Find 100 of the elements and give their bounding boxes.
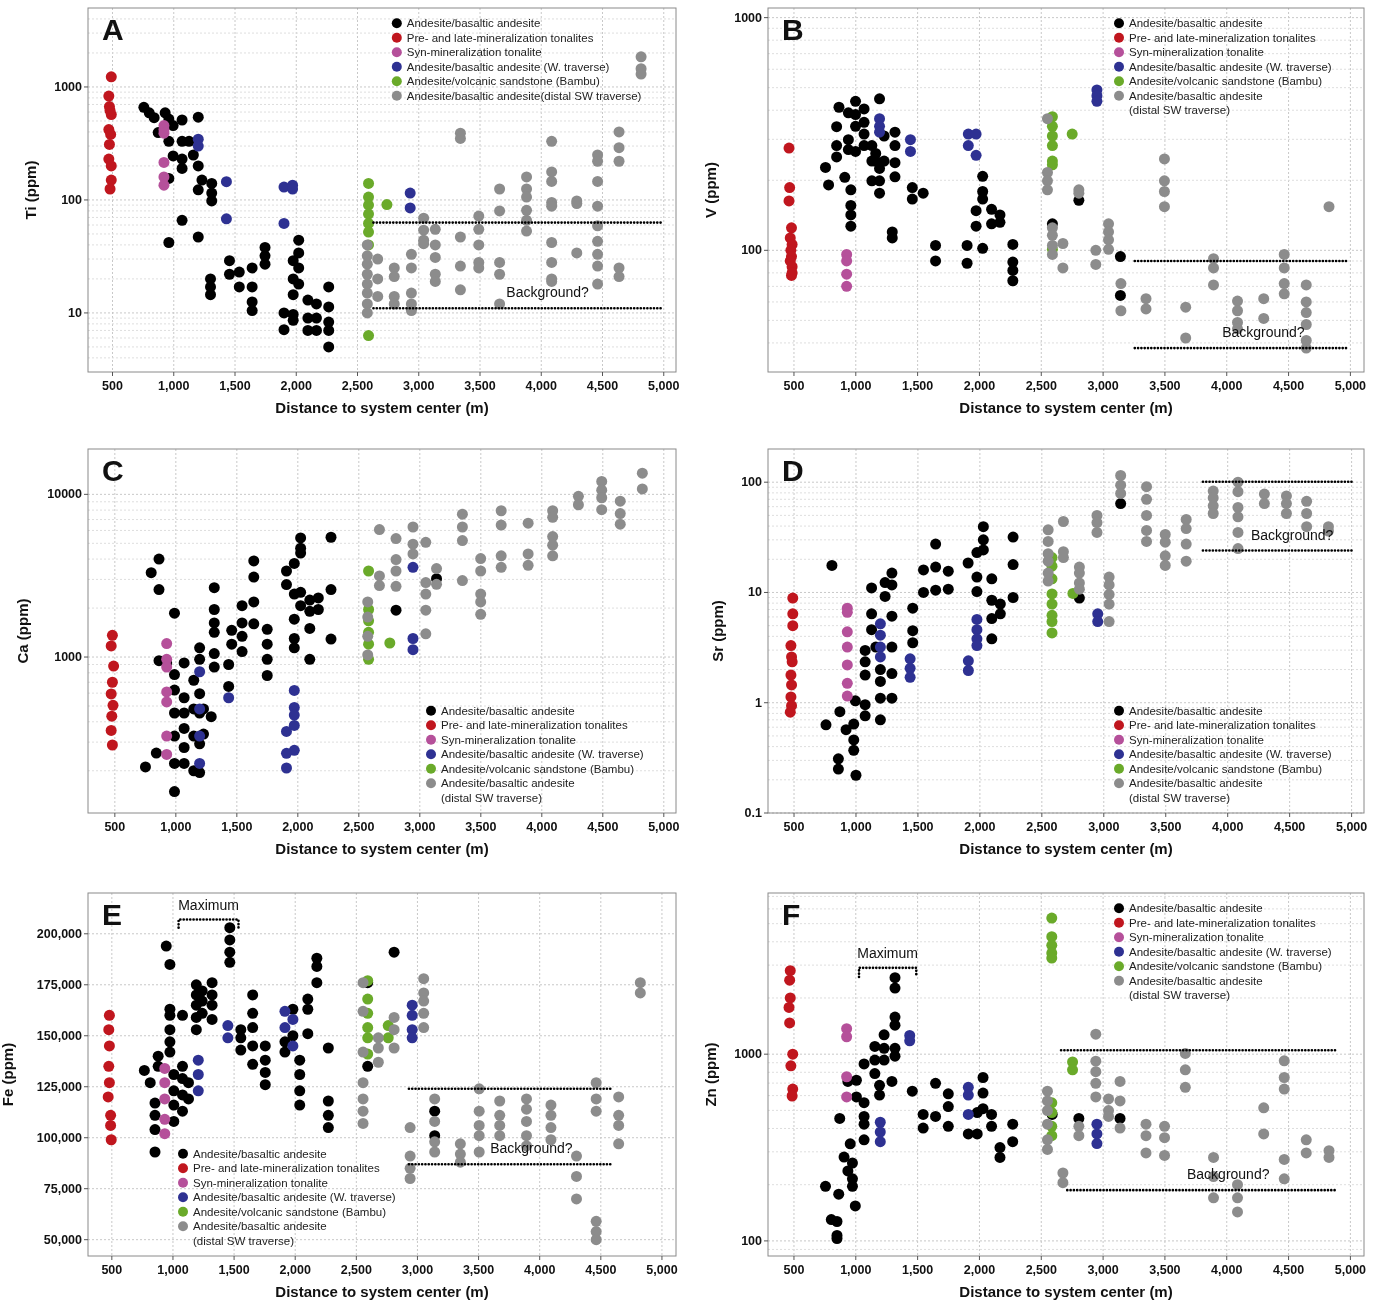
legend-label: Pre- and late-mineralization tonalites bbox=[193, 1162, 380, 1175]
legend-label: Andesite/basaltic andesite (distal SW traverse) bbox=[1129, 777, 1263, 804]
x-tick-label: 1,500 bbox=[218, 1263, 250, 1277]
x-tick-label: 2,000 bbox=[280, 379, 312, 393]
x-tick-label: 4,000 bbox=[525, 379, 557, 393]
x-tick-label: 3,000 bbox=[1087, 379, 1119, 393]
x-tick-label: 4,000 bbox=[1211, 379, 1243, 393]
x-tick-label: 4,000 bbox=[524, 1263, 556, 1277]
x-tick-label: 1,000 bbox=[158, 379, 190, 393]
legend-label: Pre- and late-mineralization tonalites bbox=[1129, 719, 1316, 732]
legend-label: Andesite/basaltic andesite (W. traverse) bbox=[193, 1191, 396, 1204]
x-tick-label: 500 bbox=[101, 1263, 123, 1277]
x-tick-label: 2,500 bbox=[1026, 820, 1058, 834]
y-tick-label: 175,000 bbox=[36, 977, 83, 992]
y-axis-title: Sr (ppm) bbox=[709, 600, 727, 662]
legend-label: Andesite/basaltic andesite (distal SW traverse) bbox=[1129, 974, 1263, 1002]
annotation: Background? bbox=[1250, 526, 1334, 543]
y-axis-title: Zn (ppm) bbox=[701, 1042, 719, 1107]
x-tick-label: 4,500 bbox=[586, 379, 619, 393]
annotation: Background? bbox=[1186, 1166, 1270, 1183]
chart-title: D bbox=[782, 454, 804, 487]
x-tick-label: 1,000 bbox=[157, 1263, 189, 1277]
x-tick-label: 3,000 bbox=[403, 379, 435, 393]
x-tick-label: 4,500 bbox=[585, 1263, 617, 1277]
x-tick-label: 3,500 bbox=[462, 1263, 495, 1277]
x-tick-label: 2,000 bbox=[279, 1263, 311, 1277]
y-axis-title: Ti (ppm) bbox=[21, 160, 39, 220]
legend-label: Andesite/basaltic andesite(distal SW traverse) bbox=[406, 89, 642, 102]
chart-title: F bbox=[782, 898, 801, 931]
legend-label: Andesite/basaltic andesite (distal SW traverse) bbox=[1129, 89, 1263, 117]
y-tick-label: 125,000 bbox=[36, 1079, 83, 1094]
x-tick-label: 5,000 bbox=[648, 379, 680, 393]
annotation: Background? bbox=[490, 1140, 573, 1157]
legend-label: Andesite/basaltic andesite (W. traverse) bbox=[1129, 748, 1332, 761]
x-tick-label: 1,500 bbox=[902, 820, 934, 834]
legend-label: Andesite/basaltic andesite bbox=[406, 17, 541, 30]
y-tick-label: 10 bbox=[68, 305, 83, 320]
x-axis-title: Distance to system center (m) bbox=[959, 1283, 1173, 1300]
legend-label: Andesite/basaltic andesite (W. traverse) bbox=[406, 60, 610, 73]
x-tick-label: 3,500 bbox=[1150, 820, 1182, 834]
annotation: Maximum bbox=[857, 944, 918, 961]
x-tick-label: 1,500 bbox=[901, 1263, 934, 1277]
y-axis-title: Ca (ppm) bbox=[14, 598, 31, 664]
x-tick-label: 3,500 bbox=[1149, 379, 1181, 393]
annotation: Background? bbox=[1222, 324, 1305, 341]
x-axis-title: Distance to system center (m) bbox=[959, 840, 1173, 857]
legend-label: Pre- and late-mineralization tonalites bbox=[406, 31, 594, 44]
legend-label: Andesite/volcanic sandstone (Bambu) bbox=[1129, 960, 1323, 973]
x-tick-label: 500 bbox=[104, 820, 126, 834]
x-tick-label: 5,000 bbox=[1335, 820, 1368, 834]
x-tick-label: 1,000 bbox=[840, 379, 872, 393]
legend-label: Pre- and late-mineralization tonalites bbox=[441, 719, 628, 732]
annotation: Background? bbox=[506, 284, 590, 301]
y-tick-label: 1000 bbox=[54, 650, 83, 665]
y-tick-label: 100 bbox=[61, 192, 83, 207]
x-tick-label: 3,000 bbox=[1088, 820, 1120, 834]
legend-label: Andesite/volcanic sandstone (Bambu) bbox=[193, 1205, 387, 1218]
legend-label: Andesite/basaltic andesite bbox=[193, 1147, 327, 1160]
x-tick-label: 1,000 bbox=[840, 1263, 872, 1277]
legend-label: Andesite/basaltic andesite bbox=[441, 704, 575, 717]
annotation: Maximum bbox=[178, 896, 239, 913]
legend-label: Syn-mineralization tonalite bbox=[441, 733, 576, 746]
x-tick-label: 4,000 bbox=[1211, 1263, 1243, 1277]
x-tick-label: 4,500 bbox=[1272, 1263, 1305, 1277]
legend-label: Andesite/basaltic andesite (distal SW traverse) bbox=[193, 1220, 327, 1247]
x-tick-label: 500 bbox=[783, 1263, 805, 1277]
x-tick-label: 3,500 bbox=[464, 379, 496, 393]
legend-label: Andesite/volcanic sandstone (Bambu) bbox=[441, 762, 635, 775]
chart-title: E bbox=[102, 898, 123, 931]
legend-label: Syn-mineralization tonalite bbox=[193, 1176, 328, 1189]
x-tick-label: 3,000 bbox=[401, 1263, 434, 1277]
x-tick-label: 1,000 bbox=[160, 820, 192, 834]
legend-label: Andesite/basaltic andesite (W. traverse) bbox=[1129, 60, 1332, 73]
legend-label: Andesite/volcanic sandstone (Bambu) bbox=[406, 75, 601, 88]
y-axis-title: V (ppm) bbox=[701, 162, 719, 218]
x-tick-label: 2,000 bbox=[963, 379, 996, 393]
x-tick-label: 2,500 bbox=[340, 1263, 373, 1277]
x-tick-label: 2,000 bbox=[963, 1263, 996, 1277]
x-tick-label: 5,000 bbox=[648, 820, 680, 834]
x-axis-title: Distance to system center (m) bbox=[275, 1283, 489, 1300]
y-tick-label: 200,000 bbox=[36, 926, 83, 941]
legend-label: Andesite/basaltic andesite (W. traverse) bbox=[441, 748, 644, 761]
y-tick-label: 75,000 bbox=[43, 1181, 83, 1196]
x-tick-label: 2,500 bbox=[343, 820, 375, 834]
y-tick-label: 100 bbox=[741, 1233, 763, 1248]
x-tick-label: 4,000 bbox=[1212, 820, 1244, 834]
x-tick-label: 1,000 bbox=[840, 820, 872, 834]
y-tick-label: 10 bbox=[748, 585, 763, 600]
legend-label: Pre- and late-mineralization tonalites bbox=[1129, 31, 1316, 44]
x-tick-label: 2,500 bbox=[1025, 1263, 1057, 1277]
y-tick-label: 100 bbox=[741, 475, 763, 490]
x-tick-label: 1,500 bbox=[219, 379, 251, 393]
x-tick-label: 3,000 bbox=[1087, 1263, 1119, 1277]
y-tick-label: 100 bbox=[741, 243, 763, 258]
y-tick-label: 100,000 bbox=[36, 1130, 83, 1145]
x-axis-title: Distance to system center (m) bbox=[275, 840, 489, 857]
x-tick-label: 2,500 bbox=[1025, 379, 1057, 393]
x-tick-label: 500 bbox=[783, 820, 805, 834]
x-tick-label: 5,000 bbox=[1334, 1263, 1367, 1277]
chart-title: C bbox=[102, 454, 124, 487]
